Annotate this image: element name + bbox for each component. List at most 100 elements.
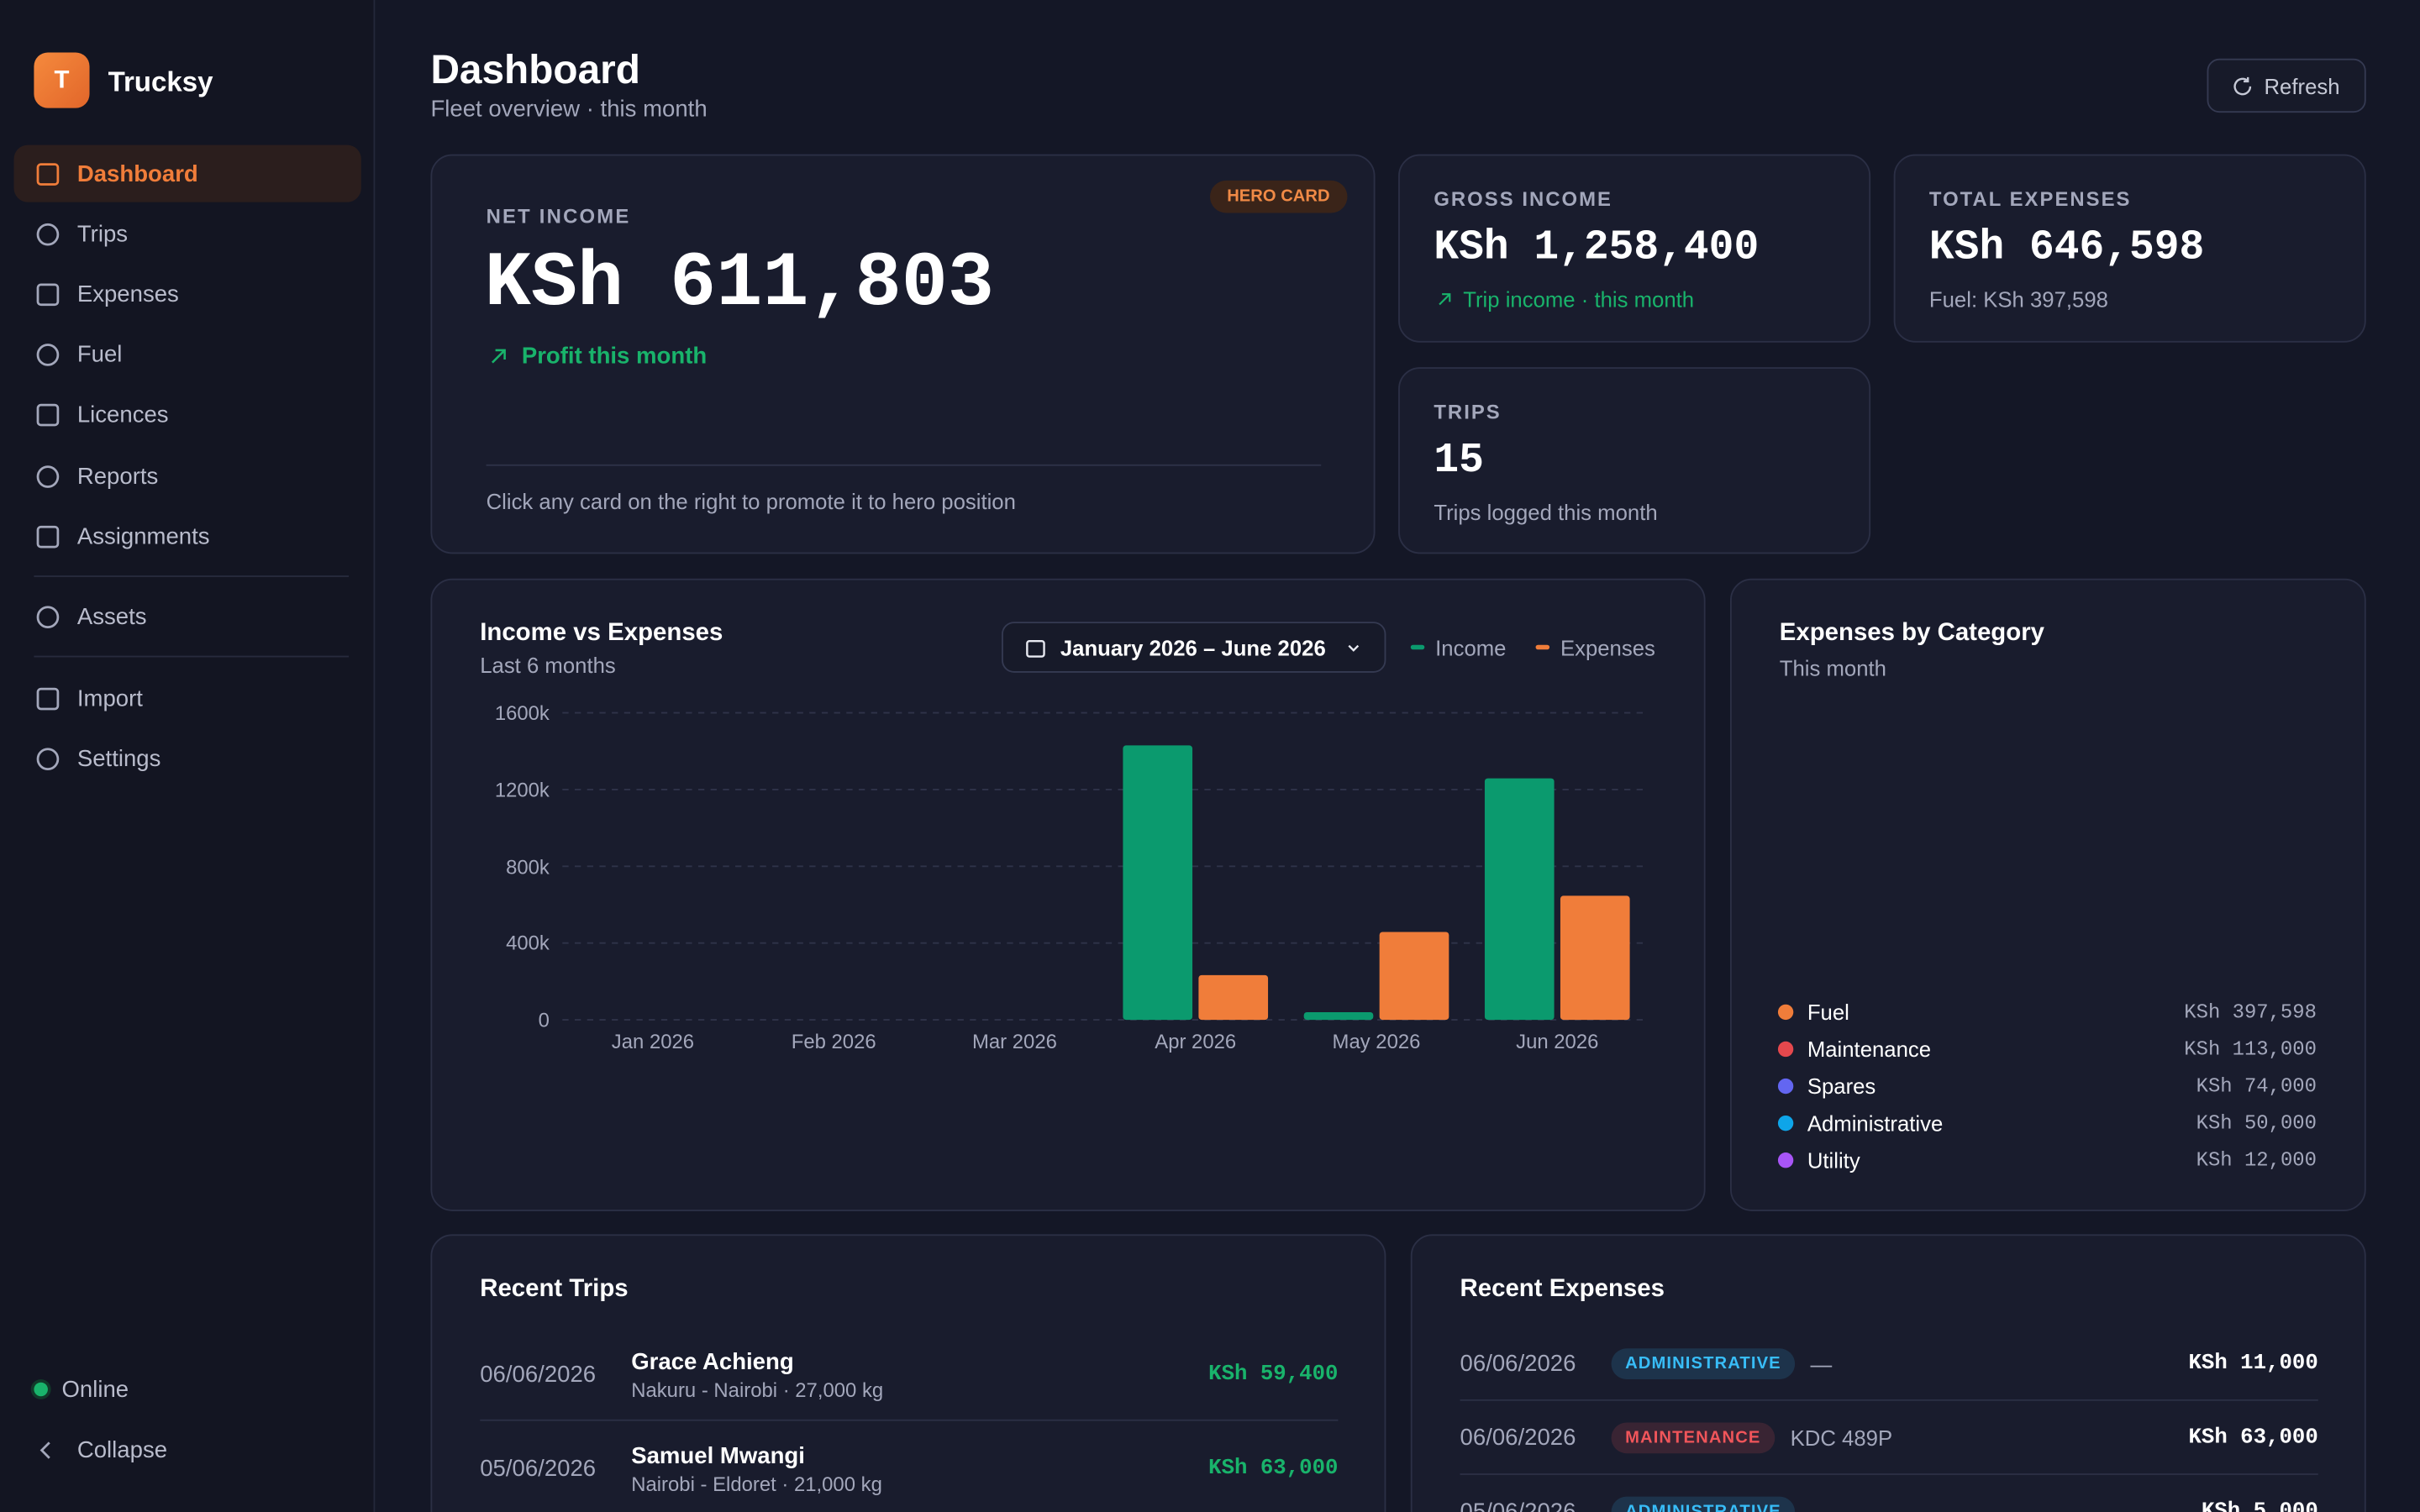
expense-row[interactable]: 06/06/2026 ADMINISTRATIVE — KSh 11,000 xyxy=(1460,1327,2318,1401)
collapse-button[interactable]: Collapse xyxy=(24,1427,332,1473)
legend-label: Spares xyxy=(1807,1074,1876,1099)
legend-dot xyxy=(1777,1152,1794,1168)
kpi-card[interactable]: GROSS INCOME KSh 1,258,400 Trip income · t… xyxy=(1398,154,1871,343)
expense-ref: — xyxy=(1810,1351,1833,1377)
kpi-value: KSh 1,258,400 xyxy=(1434,226,1760,273)
dropdown-icon xyxy=(1348,644,1360,652)
brand: Trucksy xyxy=(108,66,213,97)
legend-dot xyxy=(1777,1004,1794,1021)
logo-letter: T xyxy=(54,67,70,95)
date-range-picker[interactable]: January 2026 – June 2026 xyxy=(1002,622,1386,673)
kpi-note: Fuel: KSh 397,598 xyxy=(1928,286,2108,312)
kpi-card[interactable]: TOTAL EXPENSES KSh 646,598 Fuel: KSh 397,5… xyxy=(1893,154,2366,343)
expense-row[interactable]: 05/06/2026 ADMINISTRATIVE KSh 5,000 xyxy=(1460,1475,2318,1512)
legend-label: Utility xyxy=(1807,1147,1860,1173)
recent-trips-card: Recent Trips 06/06/2026 Grace Achieng Nakur… xyxy=(430,1234,1386,1512)
nav-separator xyxy=(34,575,350,577)
x-tick-label: Jan 2026 xyxy=(611,1030,695,1053)
kpi-note: Trip income · this month xyxy=(1463,286,1695,312)
kpi-value: KSh 646,598 xyxy=(1928,226,2205,273)
hero-hint: Click any card on the right to promote i… xyxy=(486,489,1016,514)
refresh-button[interactable]: Refresh xyxy=(2207,58,2366,113)
icon-shape xyxy=(36,283,60,307)
nav-icon xyxy=(36,223,60,246)
hero-value: KSh 611,803 xyxy=(484,240,994,329)
nav-icon xyxy=(36,687,60,711)
nav-icon xyxy=(36,344,60,366)
nav-label: Dashboard xyxy=(76,160,198,187)
kpi-card[interactable]: TRIPS 15 Trips logged this month xyxy=(1398,367,1871,554)
page-subtitle: Fleet overview · this month xyxy=(430,96,708,123)
icon-shape xyxy=(36,606,60,629)
kpi-label: TOTAL EXPENSES xyxy=(1928,187,2132,211)
nav-icon xyxy=(36,525,60,549)
trip-route: Nairobi - Eldoret · 21,000 kg xyxy=(631,1473,882,1496)
trip-amount: KSh 63,000 xyxy=(1208,1456,1339,1482)
trip-date: 06/06/2026 xyxy=(480,1361,597,1389)
expense-amount: KSh 63,000 xyxy=(2188,1425,2318,1451)
expense-row[interactable]: 06/06/2026 MAINTENANCE KDC 489P KSh 63,000 xyxy=(1460,1401,2318,1475)
hero-label: NET INCOME xyxy=(486,204,631,228)
trip-driver: Samuel Mwangi xyxy=(631,1443,805,1470)
chart-title: Expenses by Category xyxy=(1779,620,2044,647)
legend-swatch xyxy=(1535,644,1550,650)
trip-amount: KSh 59,400 xyxy=(1208,1362,1339,1388)
trip-driver: Grace Achieng xyxy=(631,1349,794,1376)
hero-badge-text: HERO CARD xyxy=(1227,186,1330,206)
recent-expenses-card: Recent Expenses 06/06/2026 ADMINISTRATIVE —… xyxy=(1410,1234,2366,1512)
collapse-label: Collapse xyxy=(76,1436,168,1464)
chevron xyxy=(39,1441,50,1459)
nav-item[interactable]: Licences xyxy=(14,386,361,443)
category-text: MAINTENANCE xyxy=(1625,1428,1761,1447)
nav-item[interactable]: Import xyxy=(14,669,361,727)
expense-amount: KSh 11,000 xyxy=(2188,1351,2318,1377)
page-title: Dashboard xyxy=(430,46,640,93)
nav-label: Assignments xyxy=(76,522,210,549)
y-tick-label: 400k xyxy=(506,931,550,955)
chart-title: Income vs Expenses xyxy=(480,620,723,647)
x-tick-label: Apr 2026 xyxy=(1155,1030,1237,1053)
y-tick-label: 800k xyxy=(506,854,550,879)
legend-value: KSh 113,000 xyxy=(2184,1037,2317,1061)
nav-item[interactable]: Settings xyxy=(14,730,361,787)
nav-item[interactable]: Assets xyxy=(14,588,361,645)
hero-card[interactable]: HERO CARD NET INCOME KSh 611,803 Profit thi… xyxy=(430,154,1376,554)
logo xyxy=(34,52,90,108)
kpi-label: GROSS INCOME xyxy=(1434,187,1612,211)
nav-item[interactable]: Assignments xyxy=(14,507,361,564)
status-dot xyxy=(34,1382,48,1397)
x-tick-label: Mar 2026 xyxy=(972,1030,1057,1053)
collapse-icon xyxy=(39,1441,50,1459)
nav-label: Fuel xyxy=(76,340,123,368)
nav-item[interactable]: Dashboard xyxy=(13,144,361,202)
nav-label: Trips xyxy=(76,220,129,247)
legend-dot xyxy=(1777,1078,1794,1095)
trend-icon xyxy=(1439,293,1451,306)
icon-shape xyxy=(36,163,60,186)
nav-item[interactable]: Expenses xyxy=(14,265,361,323)
legend-label: Fuel xyxy=(1807,1000,1849,1025)
hero-divider xyxy=(486,464,1322,466)
trip-row[interactable]: 06/06/2026 Grace Achieng Nakuru - Nairobi … xyxy=(480,1328,1339,1421)
nav-icon xyxy=(36,748,60,770)
icon-shape xyxy=(36,223,60,246)
legend-value: KSh 12,000 xyxy=(2196,1148,2317,1173)
nav-item[interactable]: Trips xyxy=(14,205,361,262)
icon-shape xyxy=(36,344,60,366)
nav-item[interactable]: Fuel xyxy=(14,326,361,383)
expense-amount: KSh 5,000 xyxy=(2202,1501,2318,1512)
hero-badge: HERO CARD xyxy=(1210,180,1347,213)
nav-item[interactable]: Reports xyxy=(14,448,361,505)
legend-label: Income xyxy=(1435,635,1507,661)
kpi-value: 15 xyxy=(1434,438,1484,486)
refresh-arc xyxy=(2233,76,2252,96)
trip-row[interactable]: 05/06/2026 Samuel Mwangi Nairobi - Eldoret… xyxy=(480,1422,1338,1512)
category-text: ADMINISTRATIVE xyxy=(1625,1354,1781,1373)
arrow xyxy=(1439,293,1451,306)
chevron xyxy=(1348,644,1360,652)
x-tick-label: May 2026 xyxy=(1332,1030,1421,1053)
chart-subtitle: This month xyxy=(1779,655,1886,681)
nav-icon xyxy=(36,283,60,307)
